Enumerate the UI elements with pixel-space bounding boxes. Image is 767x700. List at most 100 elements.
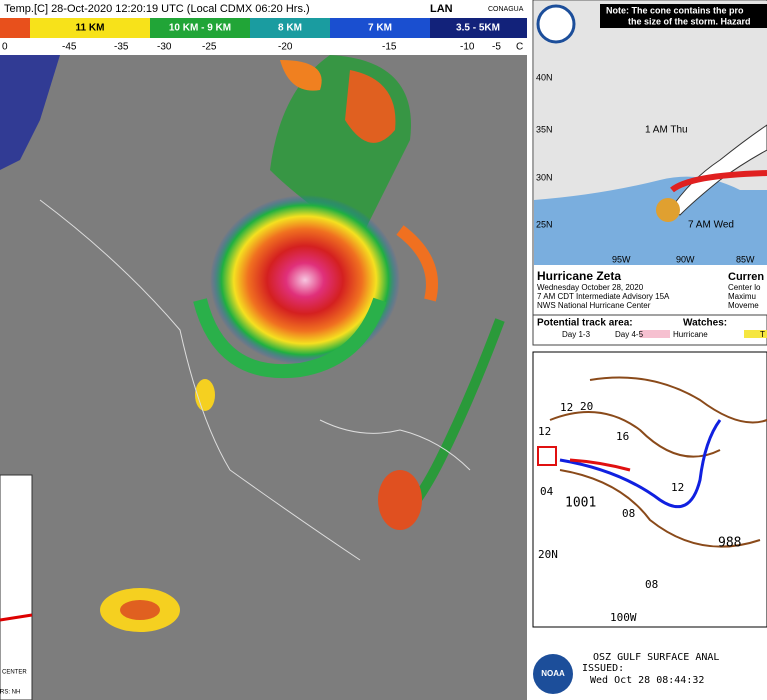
cloud xyxy=(378,470,422,530)
legend-entry: Hurricane xyxy=(673,330,708,339)
header-bar xyxy=(0,0,527,18)
cloud xyxy=(195,379,215,411)
storm-name: Hurricane Zeta xyxy=(537,269,621,283)
spiral-band xyxy=(193,297,387,379)
temp-label: -10 xyxy=(460,42,475,53)
scale-cell xyxy=(430,18,527,38)
map-label: 100W xyxy=(610,611,637,624)
scale-label: 3.5 - 5KM xyxy=(456,23,500,34)
wind-area xyxy=(656,198,680,222)
hurricane xyxy=(210,195,400,365)
advisory-text: 7 AM CDT Intermediate Advisory 15A xyxy=(537,292,670,301)
map-label: 08 xyxy=(645,578,658,591)
noaa-logo xyxy=(536,4,576,44)
advisory-text: NWS National Hurricane Center xyxy=(537,301,651,310)
issued-label: ISSUED: xyxy=(582,663,624,674)
scale-cell xyxy=(150,18,250,38)
scale-cell xyxy=(0,18,30,38)
gulf xyxy=(534,176,767,265)
temp-label: -5 xyxy=(492,42,501,53)
cone xyxy=(669,124,767,216)
lon-label: 90W xyxy=(676,254,695,264)
isobar xyxy=(559,469,761,548)
cloud xyxy=(120,600,160,620)
coastline xyxy=(39,199,361,561)
legend-entry: T xyxy=(760,330,765,339)
temp-label: -30 xyxy=(157,42,172,53)
temp-label: -20 xyxy=(278,42,293,53)
temp-label: -35 xyxy=(114,42,129,53)
forecast-point: 1 AM Thu xyxy=(645,125,688,136)
logo-text: CONAGUA xyxy=(488,6,524,13)
note: the size of the storm. Hazard xyxy=(628,16,751,26)
info-box xyxy=(534,265,767,315)
cold-front xyxy=(559,419,722,509)
map-label: 16 xyxy=(616,430,629,443)
current-text: Moveme xyxy=(728,301,759,310)
header-text: Temp.[C] 28-Oct-2020 12:20:19 UTC (Local… xyxy=(4,3,310,15)
scale-cell xyxy=(250,18,330,38)
scale-cell xyxy=(30,18,150,38)
low-marker xyxy=(537,446,557,466)
scale-label: 8 KM xyxy=(278,23,302,34)
coastline xyxy=(319,419,471,471)
pressure-label: 1001 xyxy=(565,496,596,511)
map-label: 12 xyxy=(671,481,684,494)
temp-label: 0 xyxy=(2,42,8,53)
legend-title: Watches: xyxy=(683,318,727,329)
scale-label: 7 KM xyxy=(368,23,392,34)
lat-label: 40N xyxy=(536,72,553,82)
note: Note: The cone contains the pro xyxy=(606,5,744,15)
temp-label: -25 xyxy=(202,42,217,53)
current-text: Center lo xyxy=(728,283,761,292)
map-label: 08 xyxy=(622,507,635,520)
cloud xyxy=(345,70,396,143)
lat-label: 30N xyxy=(536,172,553,182)
scale-label: 11 KM xyxy=(76,23,105,34)
cloud xyxy=(0,55,60,170)
map-label: 20 xyxy=(580,400,593,413)
watch-swatch xyxy=(640,330,670,338)
isobar xyxy=(549,411,721,458)
legend-entry: Day 1-3 xyxy=(562,330,591,339)
map-label: 20N xyxy=(538,548,558,561)
temp-label: -15 xyxy=(382,42,397,53)
map-label: 12 xyxy=(538,425,551,438)
map-label: 12 xyxy=(560,401,573,414)
isobar xyxy=(589,376,767,424)
inset-text: CENTER xyxy=(2,670,27,676)
surface-map xyxy=(532,351,767,628)
watch-swatch xyxy=(744,330,767,338)
legend-entry: Day 4-5 xyxy=(615,330,644,339)
map-label: 04 xyxy=(540,485,554,498)
warm-front xyxy=(569,458,631,472)
lat-label: 35N xyxy=(536,124,553,134)
spiral-band xyxy=(396,225,438,302)
lon-label: 85W xyxy=(736,254,755,264)
temp-label: C xyxy=(516,42,523,53)
product-title: OSZ GULF SURFACE ANAL xyxy=(593,652,719,663)
lat-label: 25N xyxy=(536,219,553,229)
lon-label: 95W xyxy=(612,254,631,264)
warning xyxy=(670,170,767,193)
current-title: Curren xyxy=(728,271,764,283)
inset-line xyxy=(0,613,33,622)
logo-text: NOAA xyxy=(541,669,565,678)
inset-panel xyxy=(0,474,33,700)
legend-title: Potential track area: xyxy=(537,318,633,329)
forecast-point: 7 AM Wed xyxy=(688,220,734,231)
current-text: Maximu xyxy=(728,292,756,301)
scale-label: 10 KM - 9 KM xyxy=(169,23,231,34)
temp-row xyxy=(0,38,527,55)
note-bar xyxy=(600,4,767,28)
inset-text: RS: NH xyxy=(0,690,20,696)
noaa-logo xyxy=(533,654,573,694)
scale-cell xyxy=(330,18,430,38)
advisory-text: Wednesday October 28, 2020 xyxy=(537,283,644,292)
logo-text: LAN xyxy=(430,3,453,15)
temp-label: -45 xyxy=(62,42,77,53)
cloud xyxy=(280,60,322,91)
pressure-label: 988 xyxy=(718,536,741,551)
issued-time: Wed Oct 28 08:44:32 xyxy=(590,675,704,686)
